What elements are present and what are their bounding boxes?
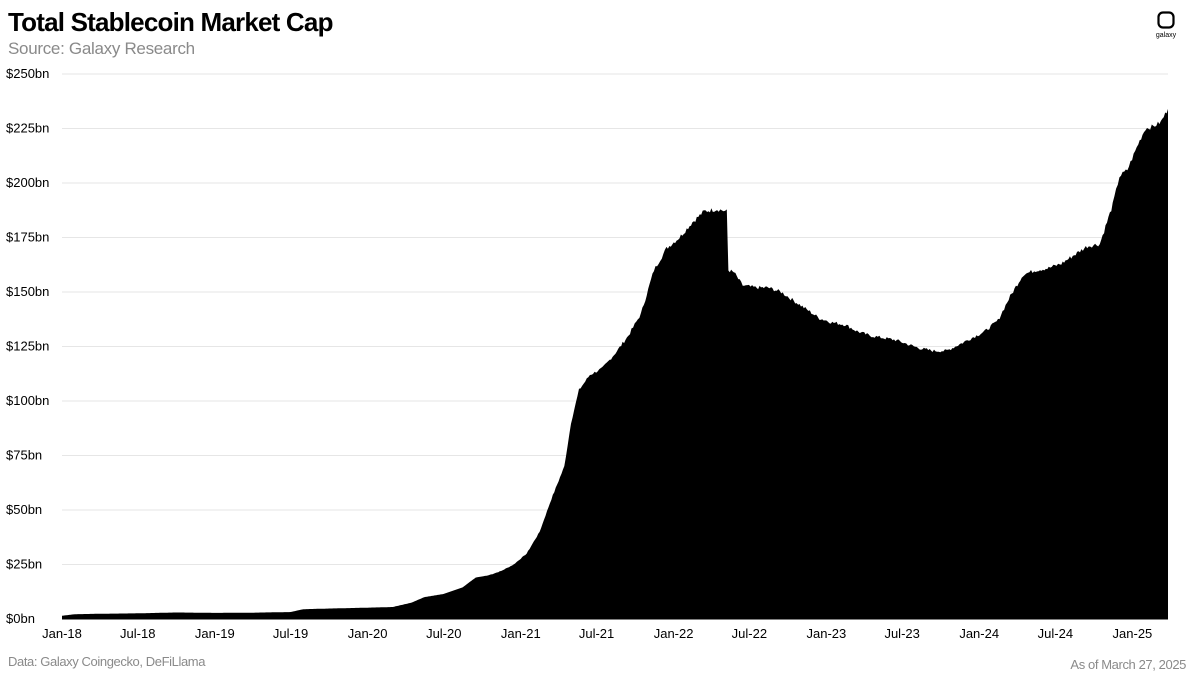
x-tick-label: Jul-20 — [426, 626, 461, 640]
galaxy-logo-icon — [1157, 11, 1175, 29]
x-tick-label: Jan-22 — [654, 626, 694, 640]
y-tick-label: $175bn — [6, 230, 49, 245]
y-tick-label: $50bn — [6, 502, 42, 517]
x-tick-label: Jan-19 — [195, 626, 235, 640]
x-tick-label: Jan-20 — [348, 626, 388, 640]
x-tick-label: Jan-21 — [501, 626, 541, 640]
y-tick-label: $200bn — [6, 175, 49, 190]
y-tick-label: $150bn — [6, 284, 49, 299]
x-tick-label: Jul-23 — [884, 626, 919, 640]
area-series — [62, 108, 1168, 620]
y-tick-label: $100bn — [6, 393, 49, 408]
x-tick-label: Jul-18 — [120, 626, 155, 640]
x-tick-label: Jul-19 — [273, 626, 308, 640]
y-tick-label: $25bn — [6, 557, 42, 572]
data-source-note: Data: Galaxy Coingecko, DeFiLlama — [8, 654, 206, 669]
galaxy-logo: galaxy — [1144, 10, 1188, 40]
chart-title: Total Stablecoin Market Cap — [8, 7, 333, 37]
y-tick-label: $75bn — [6, 448, 42, 463]
chart-subtitle: Source: Galaxy Research — [8, 39, 195, 58]
grid-lines — [62, 73, 1168, 565]
y-tick-label: $125bn — [6, 339, 49, 354]
plot-area — [62, 108, 1168, 620]
y-tick-label: $250bn — [6, 66, 49, 81]
x-tick-label: Jan-23 — [807, 626, 847, 640]
market-cap-chart: $0bn $25bn $50bn $75bn $100bn $125bn $150bn $17… — [6, 66, 1168, 640]
y-tick-label: $225bn — [6, 121, 49, 136]
y-tick-label: $0bn — [6, 611, 35, 626]
y-axis: $0bn $25bn $50bn $75bn $100bn $125bn $150bn $17… — [6, 66, 49, 626]
x-axis: Jan-18 Jul-18 Jan-19 Jul-19 Jan-20 Jul-20 Jan-… — [42, 618, 1168, 640]
x-tick-label: Jul-22 — [732, 626, 767, 640]
x-tick-label: Jan-25 — [1113, 626, 1153, 640]
x-tick-label: Jul-21 — [579, 626, 614, 640]
x-tick-label: Jan-24 — [959, 626, 999, 640]
logo-text: galaxy — [1155, 32, 1177, 39]
as-of-date: As of March 27, 2025 — [1070, 657, 1186, 672]
x-tick-label: Jul-24 — [1038, 626, 1073, 640]
x-tick-label: Jan-18 — [42, 626, 82, 640]
